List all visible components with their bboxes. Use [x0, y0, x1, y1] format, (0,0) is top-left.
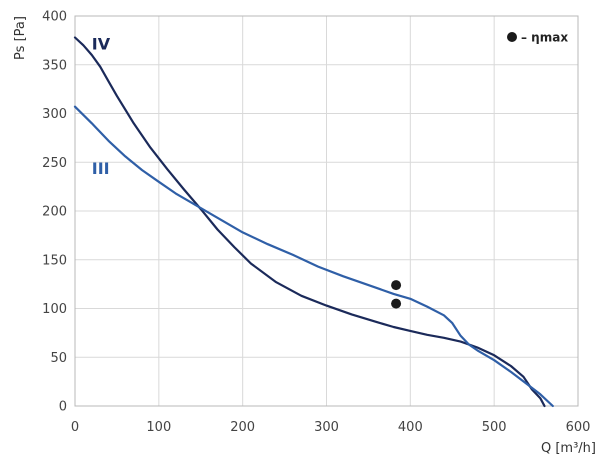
- x-tick-label: 300: [314, 420, 339, 435]
- x-tick-label: 600: [566, 420, 591, 435]
- legend-marker-dot: [507, 32, 517, 42]
- y-tick-label: 350: [42, 58, 67, 73]
- series-line-iii: [73, 105, 554, 408]
- y-tick-label: 250: [42, 156, 67, 171]
- series-label-iii: III: [92, 159, 110, 178]
- x-axis-title: Q [m³/h]: [541, 441, 596, 456]
- eta-max-marker-iii: [391, 298, 402, 309]
- series-label-iv: IV: [92, 34, 111, 53]
- y-tick-label: 50: [50, 351, 67, 366]
- x-tick-label: 100: [146, 420, 171, 435]
- legend-label: – ηmax: [521, 31, 568, 45]
- y-tick-label: 300: [42, 107, 67, 122]
- plot-frame: [74, 15, 579, 407]
- x-tick-label: 400: [398, 420, 423, 435]
- series-line-iv: [73, 36, 546, 408]
- eta-max-marker-iv: [391, 280, 402, 291]
- x-tick-label: 500: [482, 420, 507, 435]
- y-tick-label: 400: [42, 10, 67, 25]
- y-axis-title: Ps [Pa]: [13, 16, 28, 60]
- y-tick-label: 150: [42, 253, 67, 268]
- y-tick-label: 0: [59, 400, 67, 415]
- y-tick-label: 200: [42, 205, 67, 220]
- x-tick-label: 200: [230, 420, 255, 435]
- y-tick-label: 100: [42, 302, 67, 317]
- x-tick-label: 0: [71, 420, 79, 435]
